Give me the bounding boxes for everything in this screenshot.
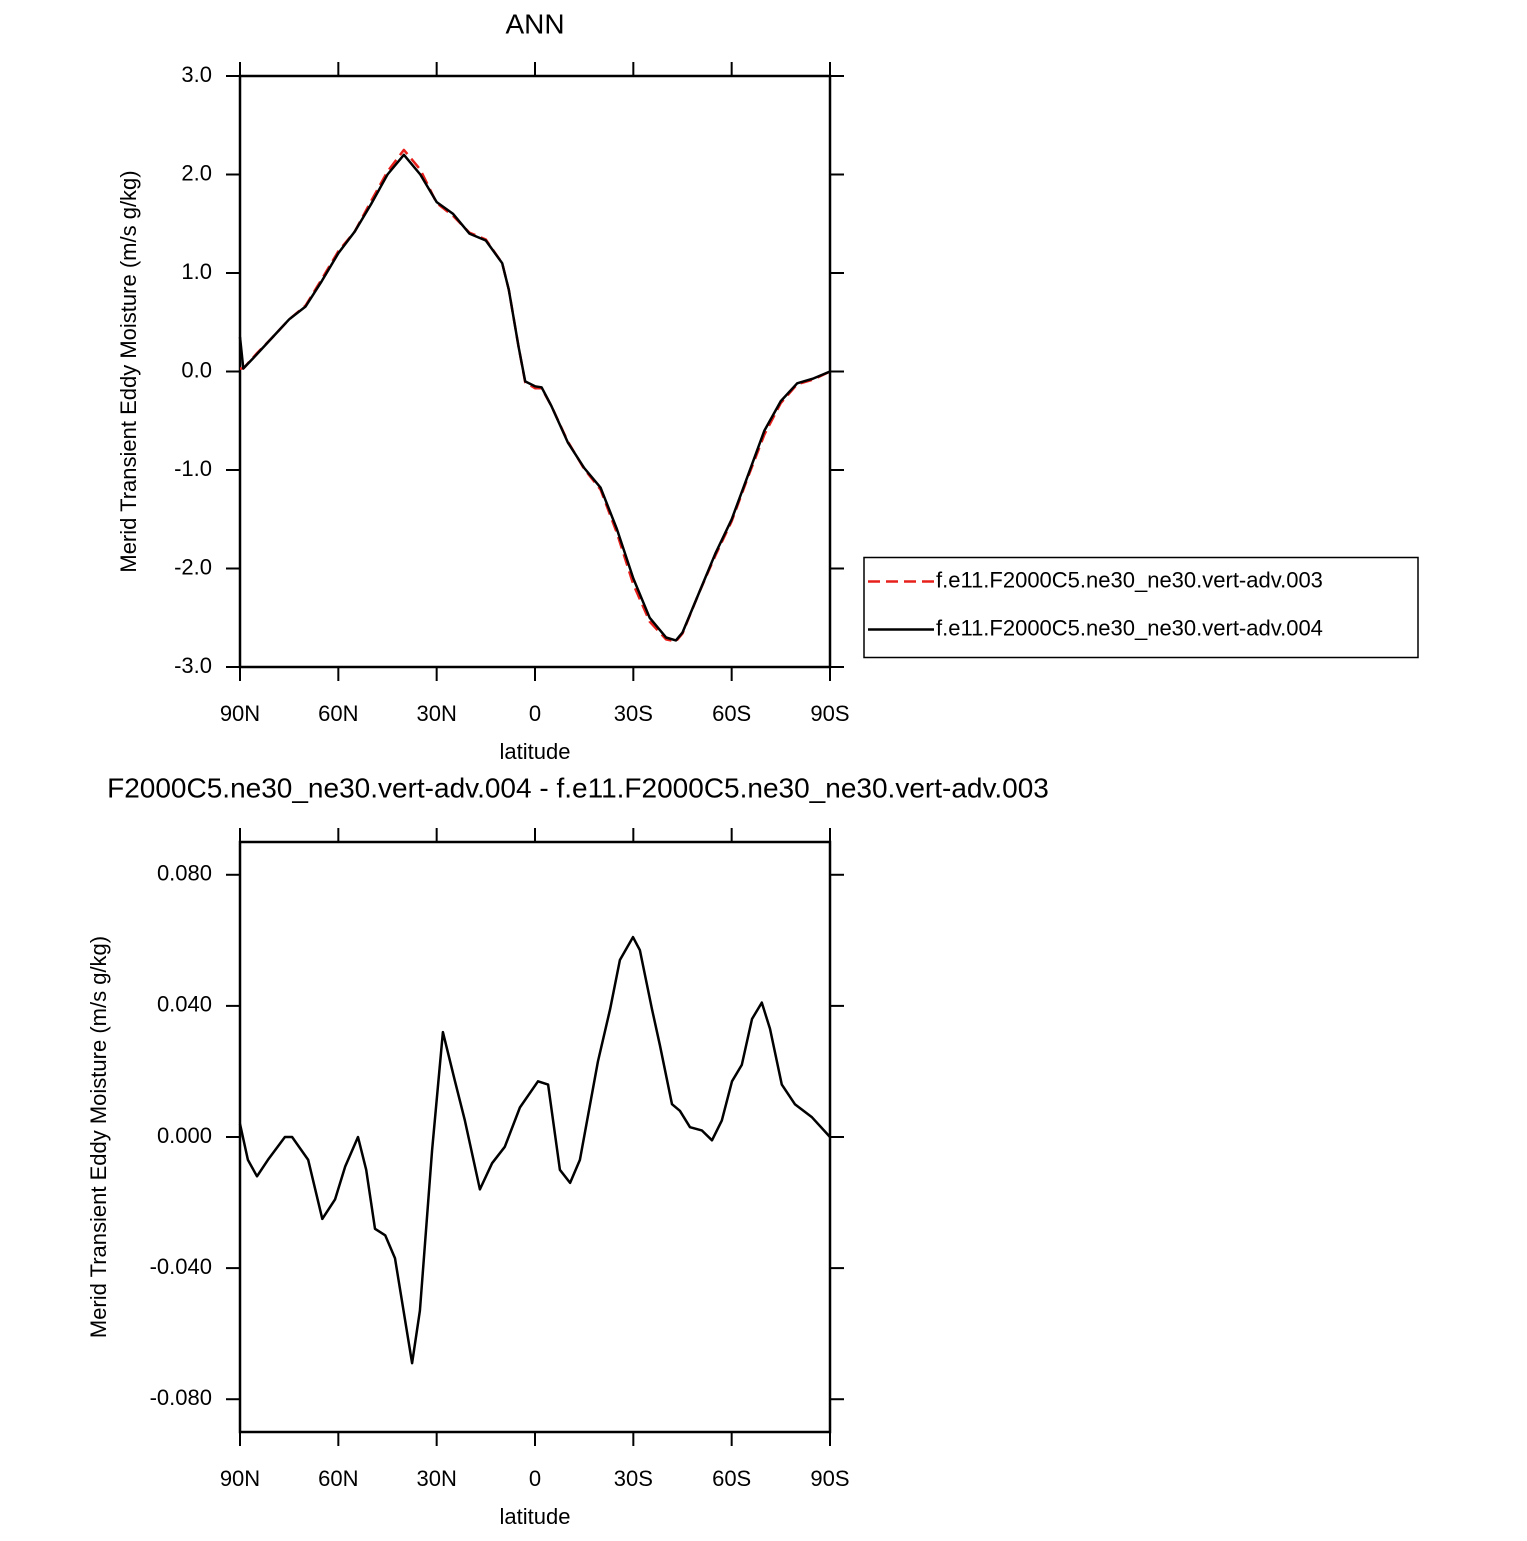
y-tick-label: -0.040 (150, 1254, 212, 1279)
y-tick-label: -1.0 (174, 456, 212, 481)
x-axis-label: latitude (500, 739, 571, 764)
x-tick-label: 90S (810, 701, 849, 726)
x-tick-label: 90S (810, 1466, 849, 1491)
y-tick-label: -3.0 (174, 653, 212, 678)
data-line (238, 935, 831, 1365)
x-axis-label: latitude (500, 1504, 571, 1529)
y-tick-label: -0.080 (150, 1385, 212, 1410)
y-tick-label: 0.040 (157, 992, 212, 1017)
x-tick-label: 30N (416, 701, 456, 726)
y-axis-label: Merid Transient Eddy Moisture (m/s g/kg) (116, 170, 141, 572)
legend-label: f.e11.F2000C5.ne30_ne30.vert-adv.004 (936, 615, 1323, 640)
x-tick-label: 60S (712, 1466, 751, 1491)
x-tick-label: 90N (220, 1466, 260, 1491)
x-tick-label: 60S (712, 701, 751, 726)
chart-title: F2000C5.ne30_ne30.vert-adv.004 - f.e11.F… (107, 772, 1049, 803)
y-tick-label: 2.0 (181, 160, 212, 185)
y-axis-label: Merid Transient Eddy Moisture (m/s g/kg) (86, 936, 111, 1338)
x-tick-label: 60N (318, 701, 358, 726)
x-tick-label: 30N (416, 1466, 456, 1491)
x-tick-label: 30S (614, 701, 653, 726)
x-tick-label: 30S (614, 1466, 653, 1491)
y-tick-label: 0.080 (157, 861, 212, 886)
legend-label: f.e11.F2000C5.ne30_ne30.vert-adv.003 (936, 567, 1323, 592)
y-tick-label: 3.0 (181, 62, 212, 87)
y-tick-label: 1.0 (181, 259, 212, 284)
legend-box (863, 556, 1419, 659)
y-tick-label: 0.0 (181, 357, 212, 382)
x-tick-label: 60N (318, 1466, 358, 1491)
y-tick-label: 0.000 (157, 1123, 212, 1148)
chart-title: ANN (505, 8, 564, 39)
x-tick-label: 90N (220, 701, 260, 726)
y-tick-label: -2.0 (174, 554, 212, 579)
x-tick-label: 0 (529, 701, 541, 726)
x-tick-label: 0 (529, 1466, 541, 1491)
data-line (238, 153, 831, 642)
